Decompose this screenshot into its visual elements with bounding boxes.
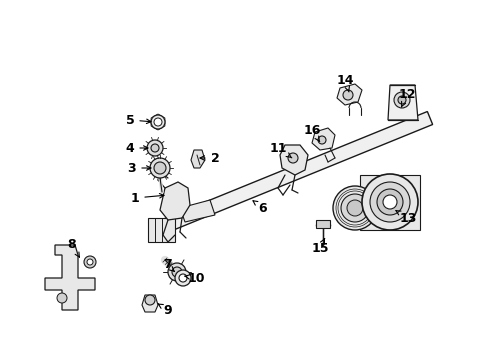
Text: 12: 12 [397,89,415,107]
Polygon shape [280,145,307,175]
Text: 14: 14 [336,73,353,92]
Polygon shape [315,220,329,228]
Text: 6: 6 [252,201,267,215]
Polygon shape [387,85,417,120]
Text: 2: 2 [200,152,219,165]
Polygon shape [142,295,158,312]
Text: 15: 15 [311,239,328,255]
Text: 13: 13 [395,211,416,225]
Circle shape [361,174,417,230]
Text: 5: 5 [125,113,151,126]
Circle shape [376,189,402,215]
Circle shape [332,186,376,230]
Circle shape [87,259,93,265]
Polygon shape [336,84,361,105]
Polygon shape [311,128,334,150]
Circle shape [84,256,96,268]
Polygon shape [148,218,175,242]
Circle shape [369,182,409,222]
Polygon shape [45,245,95,310]
Text: 4: 4 [125,141,148,154]
Text: 1: 1 [130,192,163,204]
Circle shape [172,267,182,277]
Circle shape [382,195,396,209]
Circle shape [151,144,159,152]
Polygon shape [152,112,432,237]
Circle shape [175,270,191,286]
Circle shape [154,118,162,126]
Circle shape [397,96,405,104]
Text: 8: 8 [67,238,79,257]
Polygon shape [180,200,215,222]
Circle shape [287,153,297,163]
Circle shape [150,158,170,178]
Circle shape [145,295,155,305]
Circle shape [179,274,186,282]
Circle shape [57,293,67,303]
Polygon shape [191,150,204,168]
Circle shape [147,140,163,156]
Circle shape [317,136,325,144]
Circle shape [154,162,165,174]
Circle shape [346,200,362,216]
Circle shape [151,115,164,129]
Text: 3: 3 [127,162,151,175]
Circle shape [393,92,409,108]
Text: 9: 9 [158,303,172,316]
Text: 16: 16 [303,123,320,141]
Text: 11: 11 [269,141,291,158]
Circle shape [340,194,368,222]
Circle shape [168,263,185,281]
Polygon shape [359,175,419,230]
Text: 7: 7 [163,258,174,271]
Polygon shape [160,182,190,220]
Circle shape [342,90,352,100]
Text: 10: 10 [184,271,204,284]
